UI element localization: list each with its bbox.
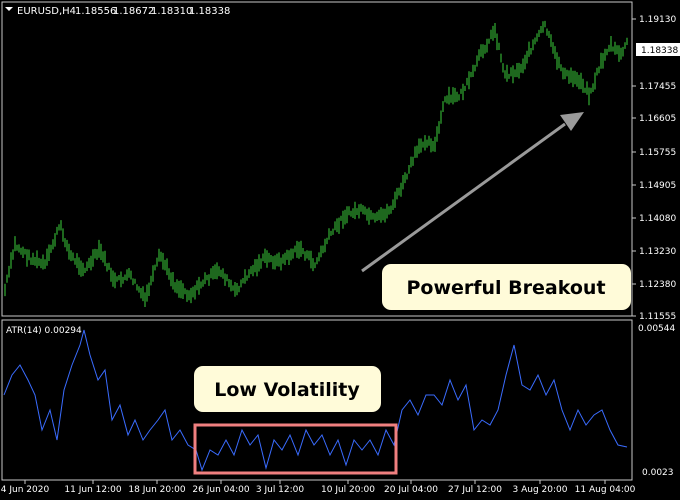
ohlc-open: 1.18556 [75, 6, 116, 17]
price-tick-label: 1.17455 [639, 82, 676, 92]
ohlc-high: 1.18672 [113, 6, 154, 17]
price-tick-label: 1.14080 [639, 214, 676, 224]
low-volatility-box [193, 423, 398, 475]
time-axis: 4 Jun 2020 11 Jun 12:00 18 Jun 20:00 26 Jun… [1, 480, 636, 495]
time-tick-label: 18 Jun 20:00 [128, 485, 185, 495]
time-tick-label: 26 Jun 04:00 [192, 485, 249, 495]
ohlc-close: 1.18338 [189, 6, 230, 17]
breakout-arrow [361, 112, 584, 273]
atr-panel-frame [1, 319, 633, 481]
price-axis: 1.19130 1.17455 1.16605 1.15755 1.14905 1.140… [632, 15, 676, 322]
breakout-callout: Powerful Breakout [382, 264, 631, 310]
time-tick-label: 20 Jul 04:00 [384, 485, 438, 495]
atr-tick-bottom: 0.0023 [642, 468, 674, 478]
price-tick-label: 1.14905 [639, 181, 676, 191]
time-tick-label: 3 Aug 20:00 [513, 485, 568, 495]
time-tick-label: 27 Jul 12:00 [448, 485, 502, 495]
price-tick-label: 1.15755 [639, 148, 676, 158]
time-tick-label: 4 Jun 2020 [1, 485, 50, 495]
atr-line [3, 329, 628, 472]
symbol-header: EURUSD,H4 1.18556 1.18672 1.18310 1.1833… [5, 6, 230, 17]
price-tick-label: 1.16605 [639, 114, 676, 124]
price-panel-frame [1, 1, 633, 317]
low-volatility-callout-text: Low Volatility [214, 379, 360, 401]
breakout-callout-text: Powerful Breakout [406, 277, 605, 299]
current-price-label: 1.18338 [641, 46, 678, 56]
symbol-label: EURUSD,H4 [17, 6, 76, 17]
time-tick-label: 10 Jul 20:00 [321, 485, 375, 495]
atr-indicator-label: ATR(14) 0.00294 [6, 326, 82, 336]
price-bars [4, 20, 628, 307]
time-tick-label: 11 Aug 04:00 [575, 485, 636, 495]
low-volatility-callout: Low Volatility [194, 366, 381, 412]
price-tick-label: 1.11555 [639, 312, 676, 322]
chevron-down-icon [5, 7, 13, 11]
price-tick-label: 1.12380 [639, 280, 676, 290]
current-price-tag [636, 43, 680, 56]
atr-tick-top: 0.00544 [638, 324, 675, 334]
time-tick-label: 11 Jun 12:00 [64, 485, 121, 495]
low-volatility-callout-bg [194, 366, 381, 412]
ohlc-low: 1.18310 [151, 6, 192, 17]
price-tick-label: 1.19130 [639, 15, 676, 25]
price-tick-label: 1.13230 [639, 247, 676, 257]
time-tick-label: 3 Jul 12:00 [256, 485, 305, 495]
breakout-callout-bg [382, 264, 631, 310]
